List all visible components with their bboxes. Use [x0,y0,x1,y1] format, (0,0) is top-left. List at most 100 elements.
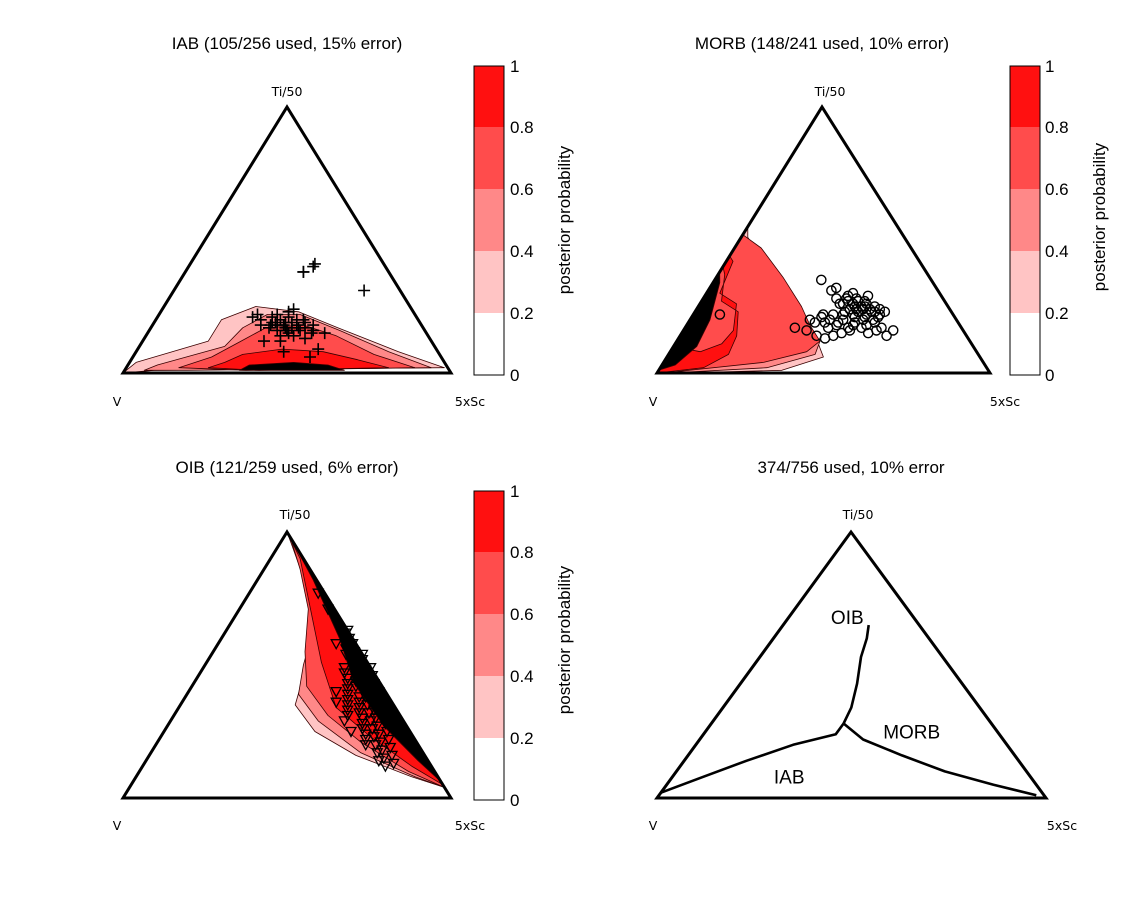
sample-point [307,260,320,273]
sample-point [349,660,363,672]
sample-point [341,700,354,712]
panel-oib: OIB (121/259 used, 6% error) Ti/50 V 5xS… [113,458,574,833]
sample-point [374,694,387,706]
sample-point [364,663,377,675]
sample-point [872,311,884,323]
sample-point [359,686,372,698]
sample-point [869,306,881,318]
panel-iab-left-vertex-label: V [113,394,122,409]
panel-iab-triangle-frame [120,104,454,375]
sample-point [837,309,849,320]
panel-combined-top-vertex-label: Ti/50 [842,507,874,522]
colorbar-tick-0.4: 0.4 [510,242,534,261]
sample-point [279,316,292,329]
sample-point [834,298,846,310]
colorbar-band-0 [474,313,504,375]
sample-point [338,668,351,680]
colorbar-tick-0.8: 0.8 [510,118,534,137]
sample-point [804,314,816,326]
sample-point [349,676,363,688]
sample-point [876,322,887,334]
sample-point [371,721,384,733]
sample-point [871,325,882,336]
sample-point [367,678,381,690]
sample-point [859,301,871,312]
sample-point [321,604,335,616]
sample-point [359,692,372,704]
sample-point [353,697,366,709]
colorbar-band-1 [474,251,504,313]
sample-point [862,290,874,302]
sample-point [856,301,867,312]
colorbar-tick-0.4: 0.4 [510,667,534,686]
panel-combined-right-vertex-label: 5xSc [1047,818,1077,833]
sample-point [346,655,359,667]
sample-point [287,329,300,342]
colorbar-tick-1: 1 [510,482,519,501]
sample-point [847,287,859,299]
sample-point [362,681,376,693]
sample-point [338,663,351,675]
sample-point [817,309,829,320]
sample-point [385,750,399,762]
sample-point [344,726,358,738]
panel-morb: MORB (148/241 used, 10% error) Ti/50 V 5… [649,34,1109,409]
sample-point [318,327,331,340]
sample-point [330,697,343,709]
panel-iab-top-vertex-label: Ti/50 [271,84,303,99]
probability-region-5 [238,361,345,371]
sample-point [349,681,363,693]
sample-point [349,665,363,677]
region-label-morb: MORB [883,723,940,744]
colorbar-band-1 [1010,251,1040,313]
panel-morb-colorbar: 0 0.2 0.4 0.6 0.8 1 posterior probabilit… [1009,57,1109,385]
colorbar-band-3 [1010,127,1040,189]
sample-point [359,665,372,677]
panel-combined-boundaries [660,624,1037,797]
panel-oib-title: OIB (121/259 used, 6% error) [175,458,398,477]
colorbar-band-2 [474,614,504,676]
colorbar-tick-0.8: 0.8 [510,543,534,562]
panel-combined: 374/756 used, 10% error OIB MORB IAB Ti/… [649,458,1077,833]
sample-point [826,285,837,296]
sample-point [271,308,284,321]
sample-point [371,748,384,760]
panel-morb-triangle-frame [654,104,993,375]
colorbar-frame [473,490,505,801]
sample-point [356,718,369,730]
sample-point [869,301,881,312]
sample-point [339,644,353,656]
colorbar-band-4 [474,491,504,552]
sample-point [356,724,369,736]
sample-point [305,327,318,340]
colorbar-band-0 [474,738,504,800]
sample-point [380,726,394,738]
sample-point [375,745,389,757]
colorbar-frame [1009,65,1041,376]
sample-point [341,705,354,717]
colorbar-tick-0.2: 0.2 [510,729,534,748]
colorbar-band-2 [1010,189,1040,251]
sample-point [842,322,854,334]
sample-point [282,327,295,340]
sample-point [887,325,899,336]
sample-point [353,708,366,720]
panel-oib-right-vertex-label: 5xSc [455,818,485,833]
sample-point [359,734,372,746]
sample-point [330,686,343,698]
sample-point [343,633,356,645]
sample-point [375,702,389,714]
sample-point [307,324,320,337]
panel-iab-sample-points [246,257,371,363]
sample-point [714,309,726,320]
panel-combined-left-vertex-label: V [649,818,658,833]
sample-point [374,737,387,749]
sample-point [367,732,381,744]
panel-iab-colorbar: 0 0.2 0.4 0.6 0.8 1 posterior probabilit… [473,57,574,385]
sample-point [312,588,325,600]
colorbar-label: posterior probability [1090,142,1109,291]
sample-point [852,306,864,318]
sample-point [372,686,385,698]
panel-oib-colorbar: 0 0.2 0.4 0.6 0.8 1 posterior probabilit… [473,482,574,810]
sample-point [837,298,849,310]
